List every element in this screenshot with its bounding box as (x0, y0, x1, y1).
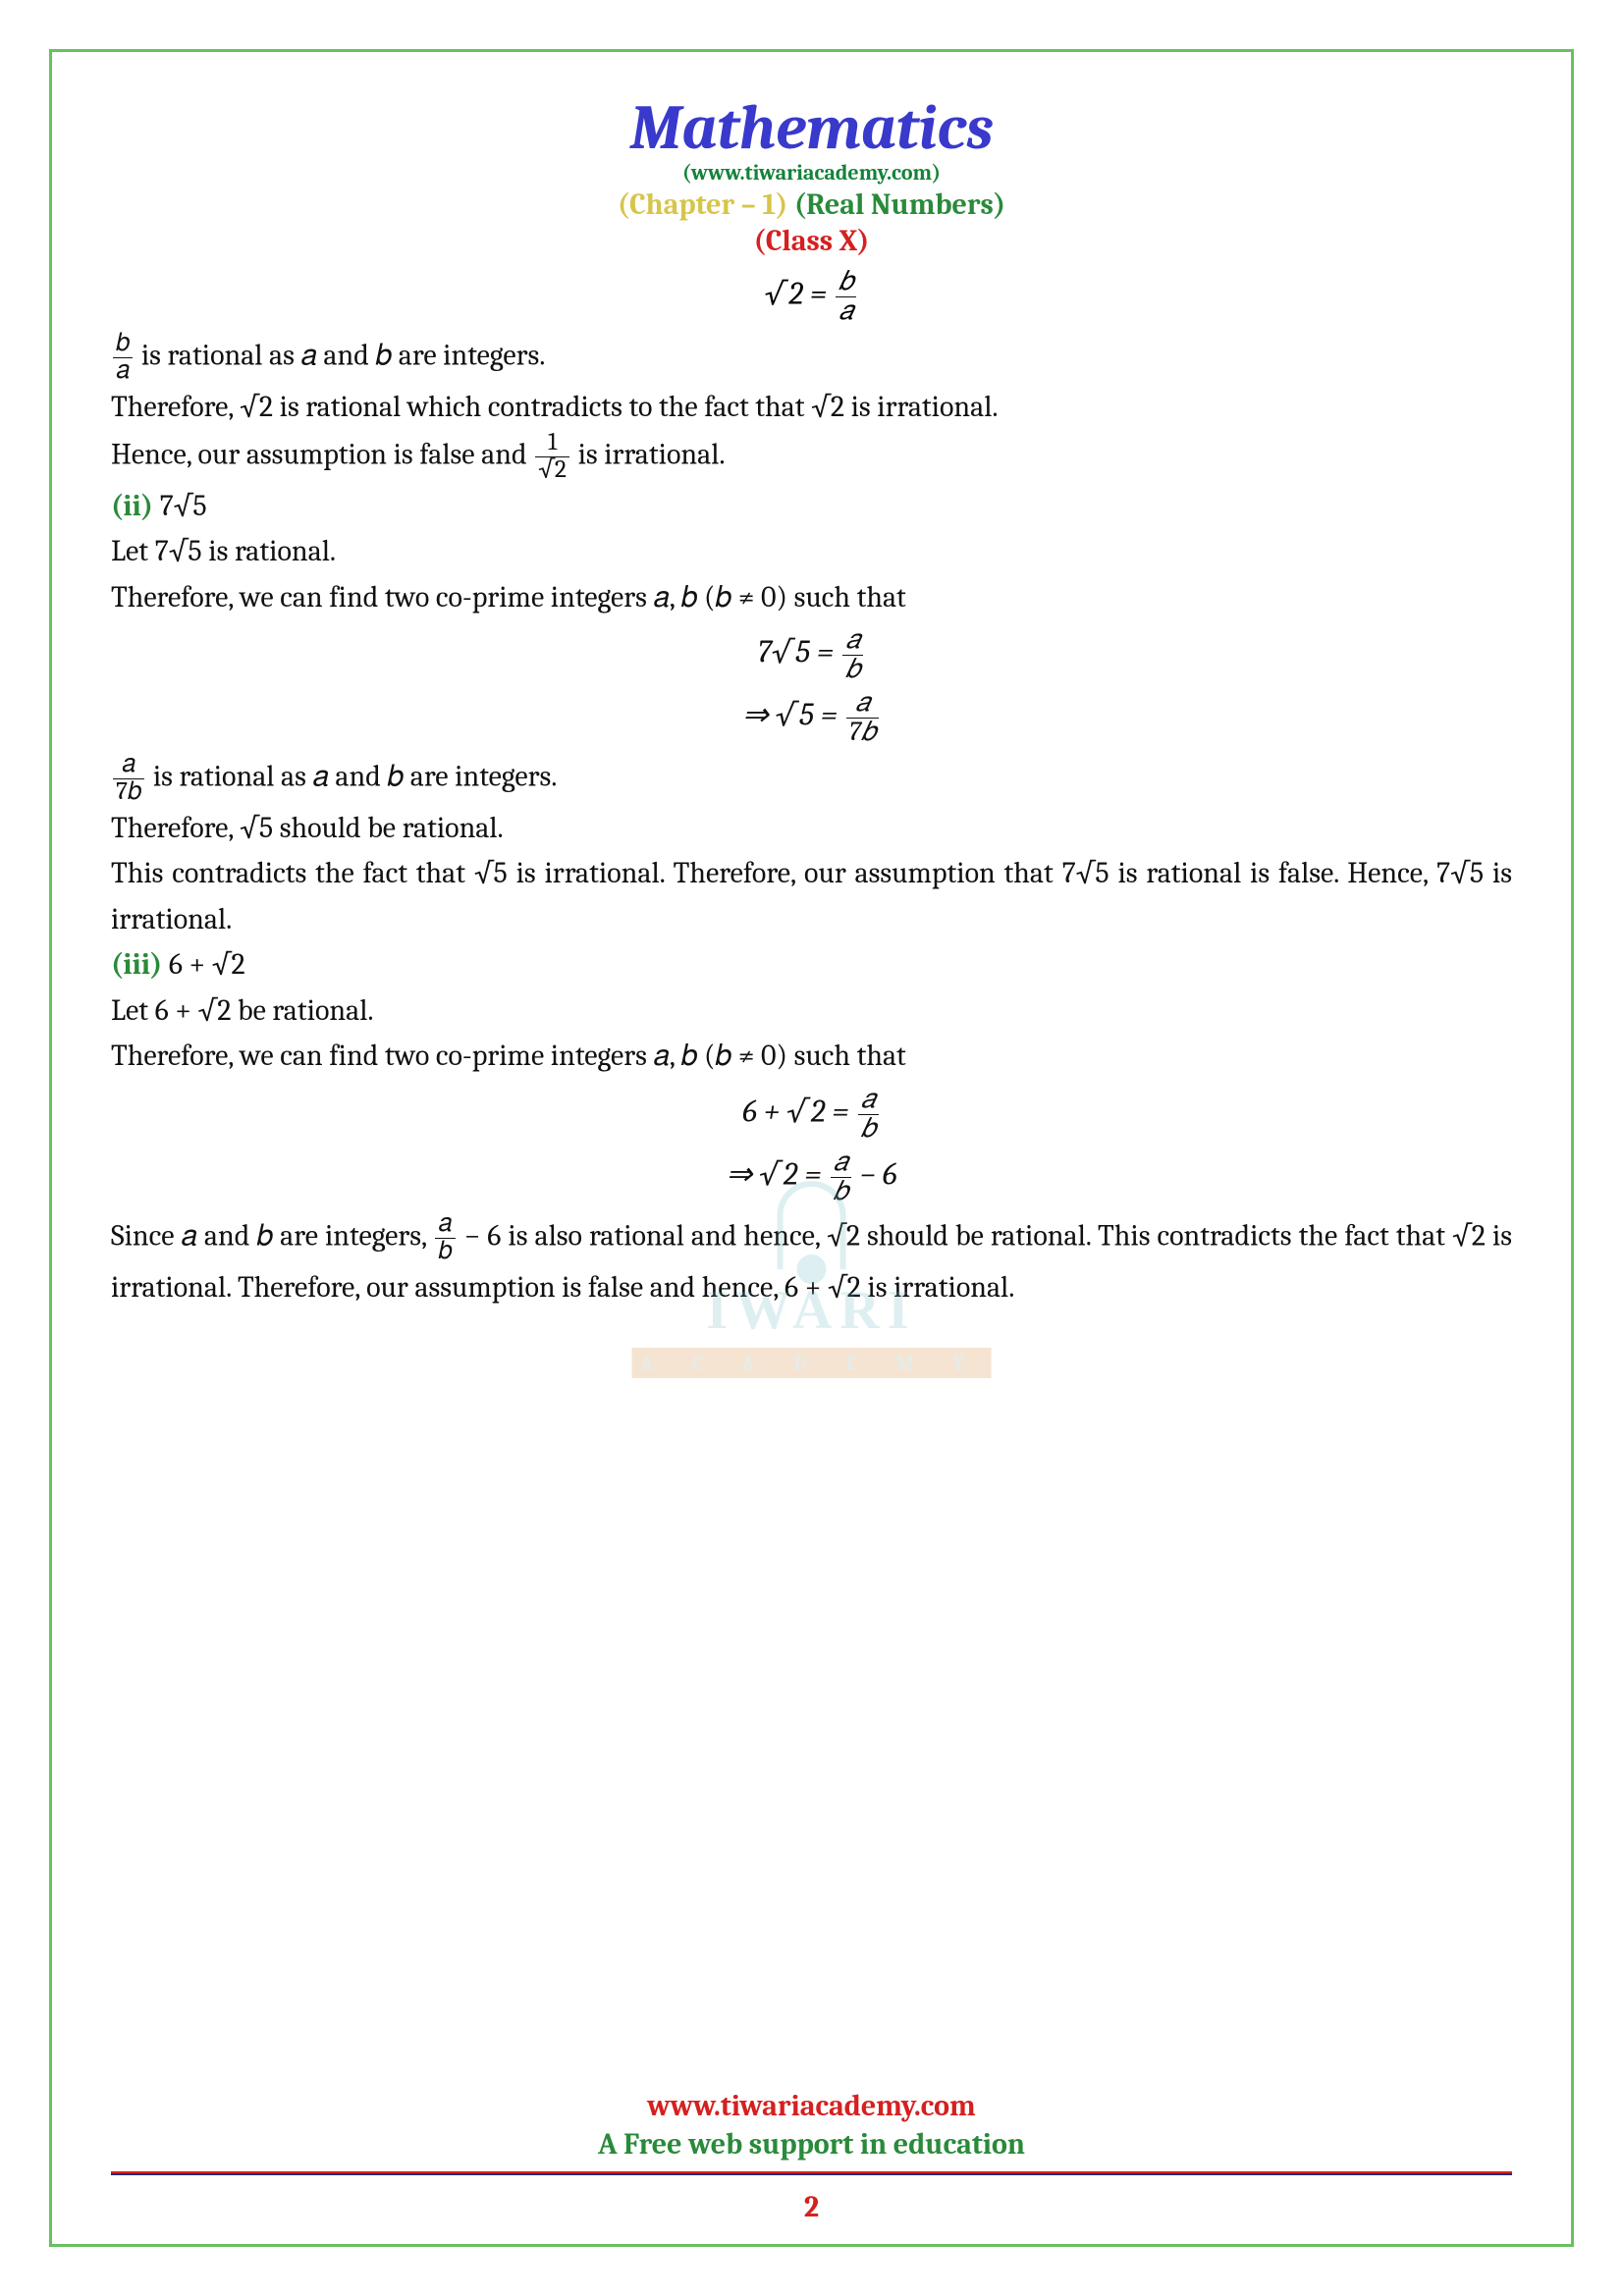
sec3-c-num: 𝑎 (435, 1211, 455, 1239)
sec2-eqa-den: 𝑏 (842, 656, 863, 684)
para-1a: 𝑏𝑎 is rational as 𝑎 and 𝑏 are integers. (111, 331, 1512, 385)
sec2-c2: This contradicts the fact that √5 is irr… (111, 851, 1512, 942)
sec2-c1: Therefore, √5 should be rational. (111, 806, 1512, 852)
page-footer: www.tiwariacademy.com A Free web support… (111, 2089, 1512, 2175)
sec3-eqb-num: 𝑎 (831, 1148, 851, 1178)
sec2-label: (ii) (111, 489, 160, 523)
sec3-heading: (iii) 6 + √2 (111, 942, 1512, 988)
sec2-r-num: 𝑎 (113, 752, 144, 779)
p1c-num: 1 (535, 430, 569, 457)
document-header: Mathematics (www.tiwariacademy.com) (Cha… (111, 91, 1512, 258)
sec3-eqb-tail: − 6 (853, 1156, 897, 1193)
sec3-expr: 6 + √2 (169, 947, 245, 982)
footer-url: www.tiwariacademy.com (111, 2089, 1512, 2123)
watermark-line2: A C A D E M Y (631, 1348, 992, 1378)
eq1-den: 𝑎 (836, 297, 856, 326)
sec2-expr: 7√5 (160, 489, 207, 523)
sec2-eqb-den: 7𝑏 (846, 719, 879, 747)
eq1-lhs: √2 = (765, 276, 834, 312)
chapter-label: (Chapter – 1) (Real Numbers) (111, 187, 1512, 222)
sec3-eq-b: ⇒ √2 = 𝑎𝑏 − 6 (111, 1148, 1512, 1205)
page-number: 2 (804, 2190, 819, 2224)
class-label: (Class X) (111, 224, 1512, 258)
p1c-head: Hence, our assumption is false and (111, 437, 533, 471)
footer-tagline: A Free web support in education (111, 2127, 1512, 2162)
sec3-eqa-den: 𝑏 (858, 1115, 879, 1144)
sec2-eqa-lhs: 7√5 = (758, 634, 840, 670)
equation-1: √2 = 𝑏𝑎 (111, 268, 1512, 325)
sec2-rational: 𝑎7𝑏 is rational as 𝑎 and 𝑏 are integers. (111, 752, 1512, 806)
sec2-eq-b: ⇒ √5 = 𝑎7𝑏 (111, 689, 1512, 746)
sec3-c-head: Since 𝑎 and 𝑏 are integers, (111, 1218, 433, 1253)
page-frame: Mathematics (www.tiwariacademy.com) (Cha… (49, 49, 1574, 2247)
sec3-eqa-lhs: 6 + √2 = (742, 1094, 855, 1130)
eq1-num: 𝑏 (836, 268, 856, 297)
website-label: (www.tiwariacademy.com) (111, 160, 1512, 186)
para-1c: Hence, our assumption is false and 1√2 i… (111, 430, 1512, 484)
sec3-eqb-den: 𝑏 (831, 1178, 851, 1206)
sec2-r-tail: is rational as 𝑎 and 𝑏 are integers. (146, 760, 557, 794)
footer-rule (111, 2171, 1512, 2175)
sec2-let: Let 7√5 is rational. (111, 529, 1512, 575)
chapter-number: (Chapter – 1) (618, 187, 794, 222)
sec3-conclusion: Since 𝑎 and 𝑏 are integers, 𝑎𝑏 − 6 is al… (111, 1211, 1512, 1310)
body-content: 𝑏𝑎 is rational as 𝑎 and 𝑏 are integers. … (111, 331, 1512, 1310)
subject-title: Mathematics (111, 91, 1512, 164)
p1a-den: 𝑎 (113, 358, 133, 385)
sec3-let: Let 6 + √2 be rational. (111, 988, 1512, 1035)
sec3-c-den: 𝑏 (435, 1239, 455, 1265)
sec2-eqb-num: 𝑎 (846, 689, 879, 719)
sec2-eqa-num: 𝑎 (842, 626, 863, 656)
sec2-find: Therefore, we can find two co-prime inte… (111, 575, 1512, 621)
sec2-eqb-lhs: ⇒ √5 = (742, 697, 844, 733)
p1c-tail: is irrational. (571, 437, 726, 471)
sec3-eqa-num: 𝑎 (858, 1086, 879, 1115)
para-1b: Therefore, √2 is rational which contradi… (111, 385, 1512, 431)
sec2-heading: (ii) 7√5 (111, 484, 1512, 530)
p1c-den: √2 (535, 457, 569, 484)
chapter-name: (Real Numbers) (794, 187, 1005, 222)
sec3-eq-a: 6 + √2 = 𝑎𝑏 (111, 1086, 1512, 1143)
sec3-find: Therefore, we can find two co-prime inte… (111, 1034, 1512, 1080)
sec2-eq-a: 7√5 = 𝑎𝑏 (111, 626, 1512, 683)
p1a-num: 𝑏 (113, 331, 133, 358)
sec2-r-den: 7𝑏 (113, 779, 144, 806)
p1a-text: is rational as 𝑎 and 𝑏 are integers. (135, 338, 545, 372)
sec3-label: (iii) (111, 947, 169, 982)
sec3-eqb-lhs: ⇒ √2 = (726, 1156, 828, 1193)
